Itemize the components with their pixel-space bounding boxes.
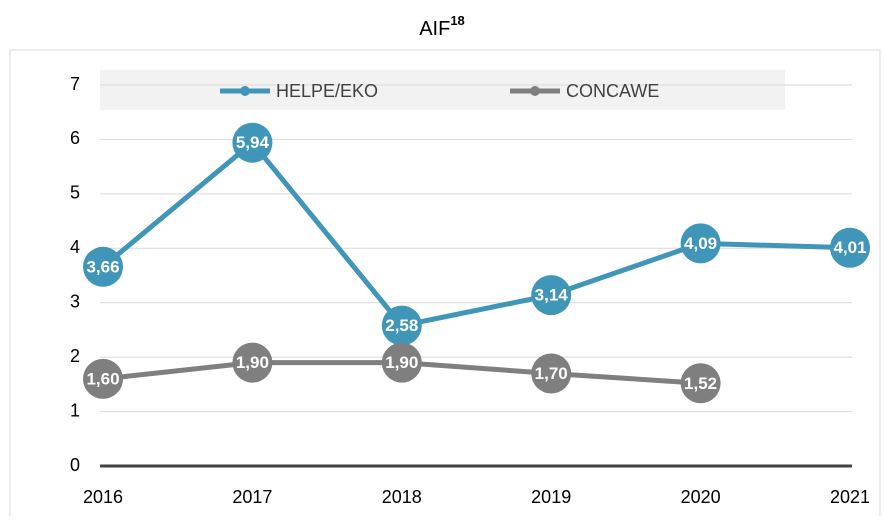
series-line [101,139,851,329]
data-point [83,358,123,399]
x-tick-label: 2018 [382,487,422,507]
legend-label: HELPE/EKO [276,81,378,101]
legend-marker [530,86,540,96]
legend-label: CONCAWE [566,81,659,101]
data-point [531,275,572,316]
data-label: 3,66 [86,257,119,276]
data-label: 4,09 [684,234,717,253]
data-point [381,305,422,346]
title-superscript: 18 [450,13,464,28]
data-point [531,353,572,394]
data-label: 1,90 [385,353,418,372]
y-tick-label: 7 [70,74,80,94]
legend-marker [240,86,250,96]
title-main: AIF [419,18,450,40]
y-tick-label: 2 [70,346,80,366]
y-tick-label: 4 [70,237,80,257]
data-point [232,122,273,163]
data-label: 4,01 [833,238,866,257]
x-tick-label: 2020 [681,487,721,507]
y-tick-label: 5 [70,183,80,203]
chart-title: AIF18 [419,13,465,40]
x-tick-label: 2016 [83,487,123,507]
data-point [83,246,123,287]
data-label: 5,94 [236,133,270,152]
y-tick-label: 1 [70,400,80,420]
y-tick-label: 3 [70,291,80,311]
data-point [381,342,422,383]
data-label: 1,60 [86,369,119,388]
data-label: 1,90 [236,353,269,372]
data-label: 1,70 [535,364,568,383]
data-label: 2,58 [385,316,418,335]
data-point [680,363,721,404]
data-point [232,342,273,383]
y-tick-label: 6 [70,128,80,148]
x-tick-label: 2017 [232,487,272,507]
chart-frame [9,49,881,521]
data-label: 3,14 [535,286,569,305]
y-tick-label: 0 [70,455,80,475]
data-point [680,223,721,264]
data-label: 1,52 [684,374,717,393]
x-tick-label: 2019 [531,487,571,507]
legend-box [100,70,785,110]
x-tick-label: 2021 [830,487,870,507]
data-point [830,227,870,268]
